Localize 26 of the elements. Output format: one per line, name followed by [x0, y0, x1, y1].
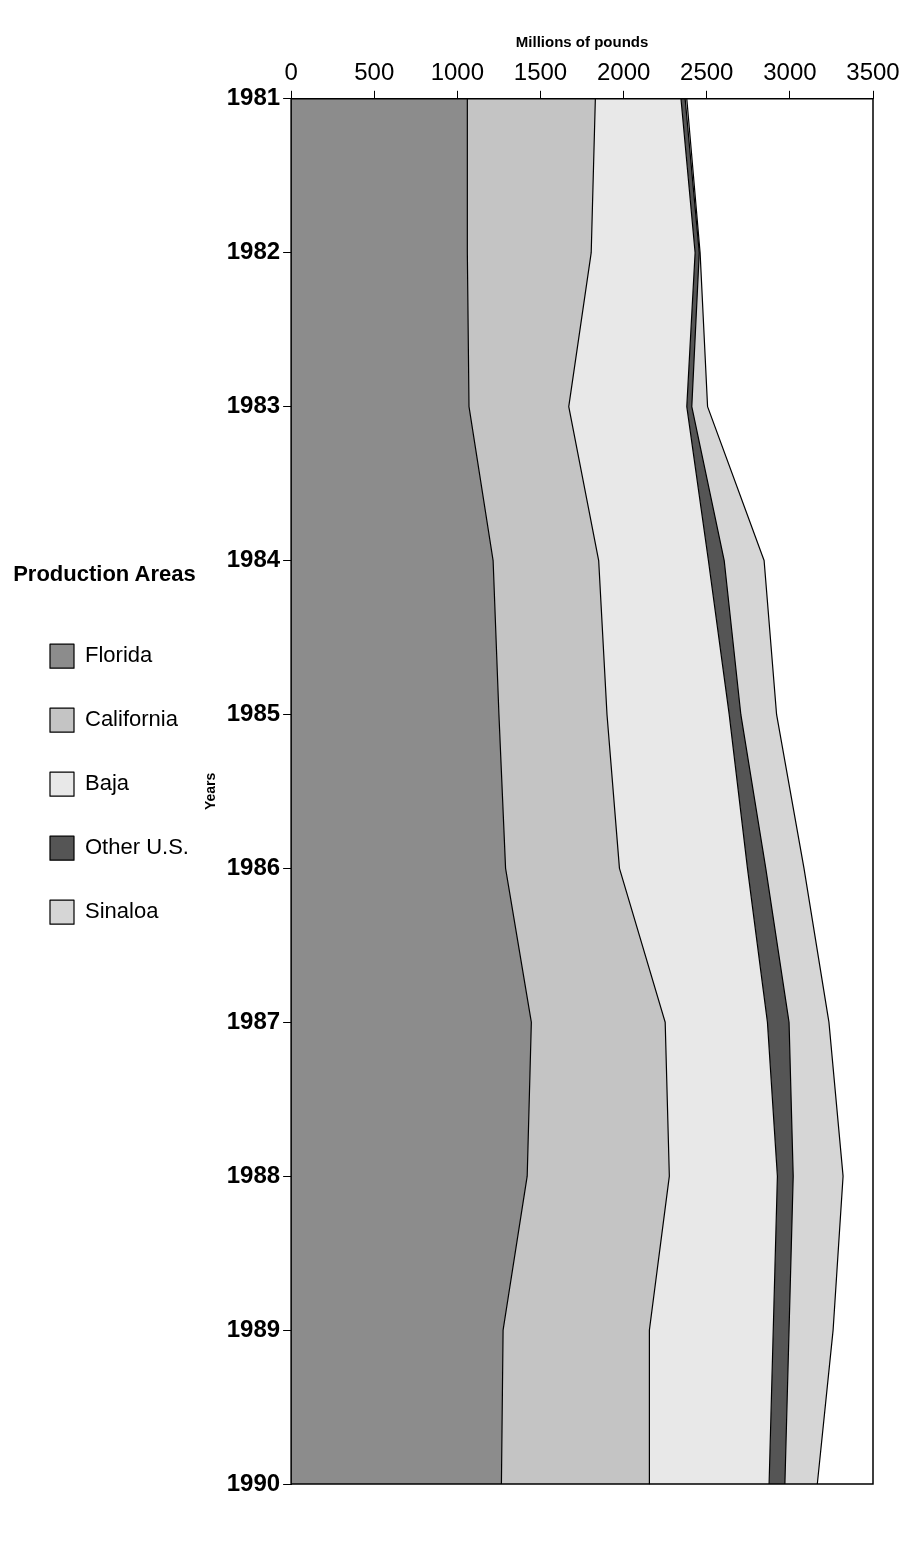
y-tick-label: 1985 — [226, 699, 281, 727]
x-tick-label: 2500 — [680, 58, 734, 86]
legend-label: Sinaloa — [85, 898, 160, 924]
x-tick-label: 500 — [354, 58, 395, 86]
x-tick-label: 0 — [284, 58, 298, 86]
x-tick-label: 1000 — [430, 58, 485, 86]
legend-label: California — [85, 706, 179, 732]
legend-label: Baja — [85, 770, 130, 796]
y-tick-label: 1988 — [226, 1160, 281, 1188]
y-tick-label: 1984 — [226, 545, 281, 573]
legend-label: Other U.S. — [85, 834, 189, 860]
y-tick-label: 1982 — [226, 237, 281, 265]
y-tick-label: 1987 — [226, 1006, 281, 1034]
x-axis-title: Millions of pounds — [515, 33, 649, 51]
x-tick-label: 2000 — [596, 58, 651, 86]
y-tick-label: 1981 — [226, 83, 281, 111]
x-tick-label: 3500 — [846, 58, 900, 86]
y-tick-label: 1983 — [226, 391, 281, 419]
y-axis-title: Years — [202, 772, 219, 811]
y-tick-label: 1990 — [226, 1468, 281, 1496]
x-tick-label: 1500 — [513, 58, 568, 86]
legend-label: Florida — [85, 642, 154, 668]
y-tick-label: 1989 — [226, 1314, 281, 1342]
y-tick-label: 1986 — [226, 852, 281, 880]
x-tick-label: 3000 — [763, 58, 817, 86]
legend-title: Production Areas — [13, 560, 196, 586]
